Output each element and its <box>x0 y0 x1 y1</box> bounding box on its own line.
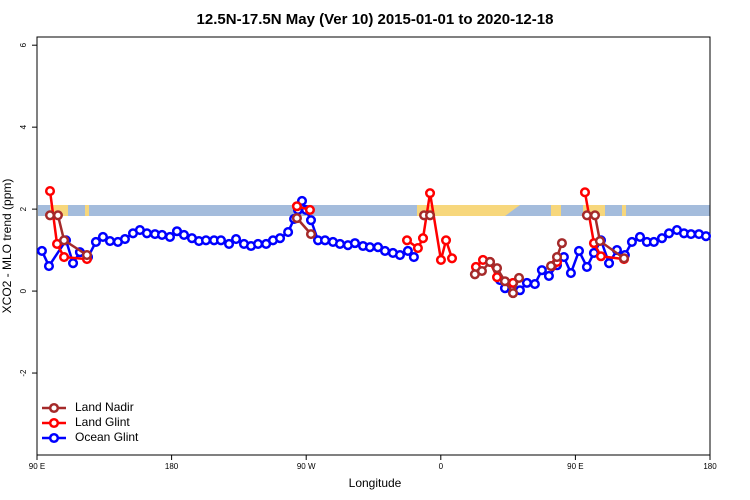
legend-label: Land Glint <box>75 415 130 429</box>
x-tick-label: 180 <box>165 462 179 471</box>
point <box>67 258 79 269</box>
point <box>634 231 646 243</box>
point <box>402 245 413 256</box>
point <box>491 263 503 274</box>
point <box>529 279 540 290</box>
point <box>394 249 406 261</box>
point <box>565 267 576 279</box>
point <box>626 236 637 247</box>
point <box>291 201 302 212</box>
point <box>349 238 361 249</box>
point <box>579 187 591 198</box>
point <box>304 204 315 215</box>
legend-marker <box>48 417 60 429</box>
point <box>44 186 56 197</box>
point <box>412 242 423 254</box>
point <box>119 233 130 245</box>
point <box>200 235 212 246</box>
map-strip <box>38 205 710 216</box>
point <box>231 233 242 245</box>
x-tick-label: 180 <box>703 462 717 471</box>
point <box>507 288 519 299</box>
point <box>252 238 264 250</box>
point <box>291 213 302 224</box>
point <box>334 238 346 250</box>
point <box>164 231 176 243</box>
point <box>491 272 503 283</box>
point <box>521 277 532 288</box>
point <box>141 228 152 239</box>
point <box>379 245 391 256</box>
legend-label: Land Nadir <box>75 400 134 414</box>
point <box>595 251 607 262</box>
point <box>424 188 436 199</box>
point <box>543 270 554 281</box>
point <box>59 252 70 263</box>
y-tick-label: 6 <box>19 42 28 47</box>
point <box>476 265 487 277</box>
point <box>499 276 511 287</box>
point <box>104 236 116 247</box>
point <box>305 215 317 226</box>
point <box>536 265 547 276</box>
point <box>319 235 331 246</box>
point <box>417 233 429 244</box>
x-tick-label: 90 W <box>297 462 316 471</box>
y-tick-label: 2 <box>19 206 28 211</box>
legend-label: Ocean Glint <box>75 430 139 444</box>
x-tick-label: 90 E <box>567 462 583 471</box>
point <box>663 228 675 239</box>
point <box>401 235 413 246</box>
point <box>43 261 55 272</box>
point <box>556 238 567 249</box>
point <box>618 253 630 264</box>
y-axis-label: XCO2 - MLO trend (ppm) <box>0 179 14 314</box>
point <box>215 235 227 246</box>
point <box>589 210 601 221</box>
point <box>700 231 712 242</box>
point <box>274 233 286 244</box>
legend-marker <box>48 432 60 444</box>
point <box>44 210 56 221</box>
x-tick-label: 0 <box>439 462 444 471</box>
point <box>513 272 525 284</box>
point <box>59 235 70 246</box>
point <box>604 258 615 269</box>
point <box>364 242 375 253</box>
point <box>685 229 697 240</box>
point <box>446 253 458 264</box>
point <box>435 254 446 265</box>
x-axis-label: Longitude <box>349 476 402 490</box>
point <box>97 231 109 243</box>
point <box>648 236 659 247</box>
point <box>52 210 63 221</box>
point <box>573 245 585 256</box>
point <box>223 238 235 250</box>
legend-marker <box>48 402 60 414</box>
y-tick-label: -2 <box>19 369 28 377</box>
y-tick-label: 4 <box>19 124 28 129</box>
y-tick-label: 0 <box>19 288 28 293</box>
point <box>424 210 436 221</box>
point <box>581 261 592 272</box>
point <box>156 229 168 240</box>
point <box>408 252 419 263</box>
point <box>656 233 668 244</box>
plot-frame <box>36 36 711 456</box>
x-tick-label: 90 E <box>29 462 45 471</box>
chart-title: 12.5N-17.5N May (Ver 10) 2015-01-01 to 2… <box>197 11 554 28</box>
point <box>283 227 294 238</box>
point <box>551 252 563 263</box>
point <box>36 245 47 256</box>
point <box>90 236 101 247</box>
point <box>581 210 592 221</box>
point <box>81 249 93 261</box>
point <box>484 256 496 268</box>
point <box>178 229 190 240</box>
point <box>305 229 317 240</box>
point <box>440 235 452 246</box>
point <box>545 261 557 272</box>
point <box>594 236 605 247</box>
